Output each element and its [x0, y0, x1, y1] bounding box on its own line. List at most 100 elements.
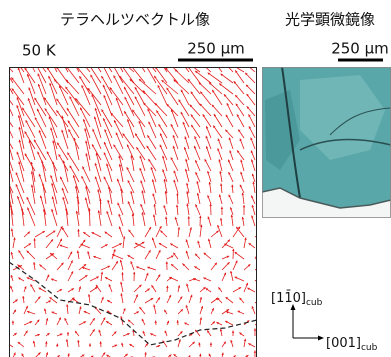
vector-arrowhead	[176, 320, 178, 322]
vector-arrowhead	[12, 321, 14, 323]
vector-arrow	[135, 96, 145, 116]
vector-arrow	[89, 208, 90, 226]
vector-arrow	[184, 61, 200, 72]
vector-arrowhead	[221, 207, 223, 209]
vector-arrow	[139, 79, 156, 94]
vector-arrow	[119, 156, 123, 171]
vector-arrow	[69, 129, 79, 149]
vector-arrowhead	[120, 316, 122, 319]
vector-arrow	[5, 98, 13, 116]
vector-arrowhead	[4, 174, 6, 177]
vector-arrowhead	[76, 196, 78, 198]
vector-arrow	[127, 167, 134, 182]
vector-arrow	[219, 83, 233, 94]
vector-arrow	[63, 161, 68, 182]
vector-arrow	[38, 84, 46, 105]
axis-arrowhead	[318, 336, 324, 341]
vector-arrow	[143, 103, 156, 116]
vector-arrowhead	[243, 205, 245, 207]
vector-arrowhead	[121, 272, 123, 274]
vector-arrowhead	[177, 56, 179, 59]
vector-arrowhead	[259, 298, 262, 300]
vector-arrowhead	[100, 54, 102, 57]
vector-arrow	[93, 129, 101, 149]
vector-arrow	[16, 184, 24, 204]
vector-arrowhead	[3, 131, 5, 134]
vector-arrowhead	[190, 227, 192, 230]
vector-arrowhead	[117, 58, 120, 60]
vector-arrowhead	[19, 140, 21, 143]
vector-arrowhead	[133, 53, 135, 56]
vector-arrow	[1, 58, 13, 72]
vector-arrowhead	[57, 54, 59, 57]
vector-arrow	[12, 88, 24, 105]
vector-arrow	[171, 157, 178, 171]
vector-arrow	[181, 90, 189, 105]
vector-arrowhead	[176, 193, 178, 195]
vector-arrow	[124, 87, 134, 105]
vector-arrowhead	[14, 59, 16, 62]
vector-arrow	[107, 164, 112, 182]
left-scale-label: 250 μm	[187, 40, 245, 58]
vector-arrow	[63, 197, 68, 215]
vector-arrow	[194, 146, 200, 160]
vector-arrow	[2, 111, 13, 127]
vector-arrow	[112, 63, 123, 83]
vector-arrow	[117, 179, 123, 193]
vector-arrowhead	[36, 64, 38, 67]
vector-arrow	[135, 133, 145, 149]
vector-arrow	[66, 79, 79, 94]
vector-arrowhead	[90, 55, 92, 58]
vector-arrowhead	[154, 53, 156, 56]
vector-arrow	[167, 88, 178, 105]
vector-arrowhead	[99, 198, 101, 200]
vector-arrowhead	[176, 205, 178, 207]
vector-arrow	[255, 249, 260, 259]
vector-arrowhead	[210, 343, 212, 345]
vector-arrowhead	[232, 249, 234, 251]
vector-arrowhead	[166, 261, 168, 263]
vector-arrow	[79, 76, 90, 94]
vector-arrowhead	[199, 216, 201, 218]
vector-arrowhead	[4, 69, 6, 72]
vector-arrow	[171, 124, 178, 138]
vector-arrowhead	[67, 332, 69, 334]
vector-arrowhead	[259, 276, 262, 278]
vector-arrow	[95, 108, 101, 127]
vector-arrow	[120, 164, 123, 182]
vector-arrow	[70, 55, 79, 72]
vector-arrow	[39, 130, 46, 149]
vector-arrowhead	[112, 63, 114, 66]
vector-arrow	[140, 156, 145, 171]
vector-arrowhead	[66, 304, 68, 306]
vector-arrow	[36, 64, 46, 83]
vector-arrow	[243, 61, 255, 72]
vector-arrow	[57, 54, 68, 72]
vector-arrowhead	[254, 328, 256, 330]
vector-arrow	[111, 52, 123, 72]
vector-arrow	[191, 92, 200, 105]
vector-arrowhead	[65, 208, 67, 210]
vector-arrow	[103, 118, 112, 138]
vector-arrow	[208, 73, 222, 83]
vector-arrowhead	[1, 88, 3, 91]
vector-arrowhead	[6, 137, 8, 140]
axis-subscript: cub	[306, 298, 323, 308]
vector-arrowhead	[7, 343, 10, 345]
vector-arrowhead	[5, 98, 7, 101]
vector-arrow	[235, 70, 244, 83]
vector-arrowhead	[197, 193, 199, 195]
vector-arrowhead	[257, 249, 259, 252]
vector-arrow	[27, 207, 35, 226]
vector-arrow	[19, 140, 24, 160]
vector-arrowhead	[6, 151, 8, 154]
vector-arrow	[175, 69, 189, 83]
figure: テラヘルツベクトル像 光学顕微鏡像 50 K 250 μm 250 μm [11…	[0, 0, 391, 357]
vertical-axis-label: [11̄0]cub	[271, 290, 323, 307]
vector-arrow	[214, 114, 222, 127]
vector-arrowhead	[166, 286, 168, 288]
vector-arrow	[90, 66, 101, 83]
vector-arrow	[200, 104, 211, 116]
axis-label: [001]	[326, 336, 361, 351]
micrograph	[262, 67, 391, 218]
